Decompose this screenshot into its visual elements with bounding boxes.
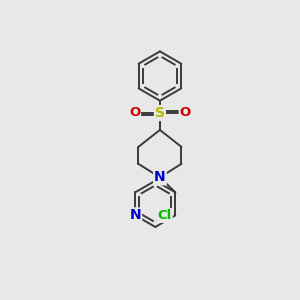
Text: N: N [154, 170, 166, 184]
Text: Cl: Cl [158, 209, 172, 222]
Text: S: S [155, 106, 165, 120]
Text: N: N [130, 208, 141, 222]
Text: O: O [180, 106, 191, 119]
Text: O: O [129, 106, 140, 119]
